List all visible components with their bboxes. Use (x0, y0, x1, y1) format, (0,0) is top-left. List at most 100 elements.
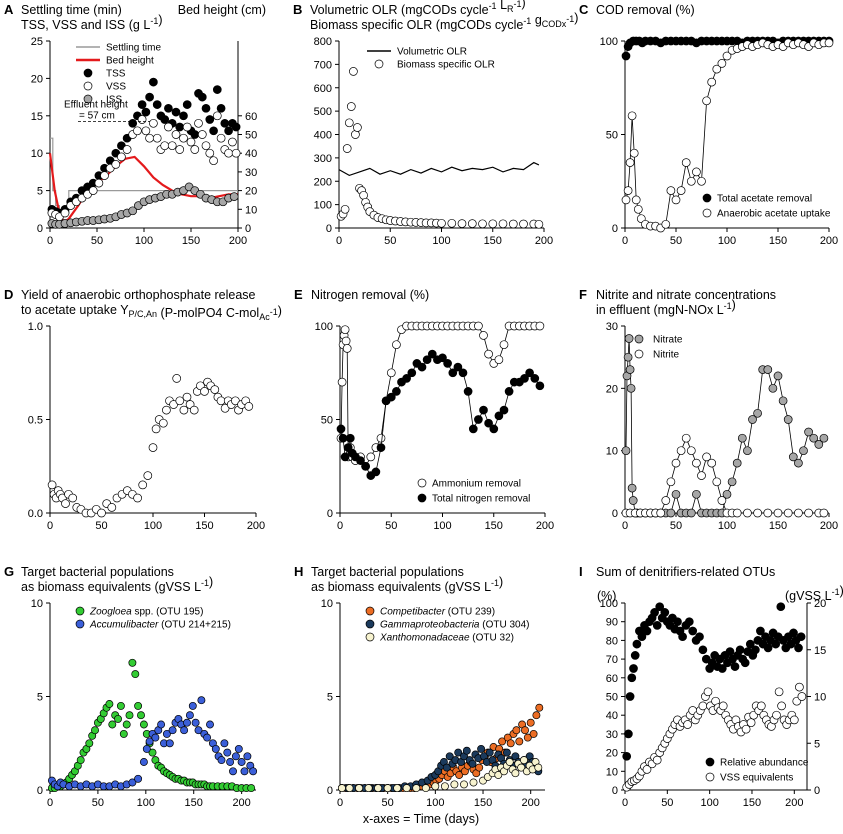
data-point (172, 374, 182, 383)
data-point (628, 496, 638, 505)
data-point (342, 344, 352, 353)
data-point (530, 374, 540, 383)
data-point (494, 771, 503, 779)
x-tick-label: 0 (622, 520, 628, 532)
data-point (681, 158, 691, 167)
data-point (342, 144, 352, 153)
y-tick-label: 20 (606, 383, 618, 395)
data-point (655, 602, 665, 612)
legend-label: TSS (106, 69, 126, 80)
data-point (652, 755, 662, 765)
panel-title: Biomass specific OLR (mgCODs cycle-1 gCO… (310, 11, 578, 32)
data-point (737, 433, 747, 443)
data-point (532, 711, 541, 720)
y-tick-label: 0.5 (28, 415, 43, 427)
data-point (707, 77, 717, 87)
x-tick-label: 200 (247, 520, 265, 532)
x-tick-label: 150 (185, 797, 203, 809)
data-point (686, 508, 696, 518)
y-tick-label: 1.0 (28, 321, 43, 333)
data-point (216, 103, 226, 113)
data-point (200, 387, 209, 396)
data-point (190, 145, 200, 154)
x-tick-label: 200 (535, 235, 553, 247)
data-point (622, 751, 632, 761)
data-point (814, 440, 824, 449)
data-point (688, 626, 698, 636)
x-tick-label: 200 (229, 235, 247, 247)
data-point (778, 396, 788, 406)
legend: Relative abundance VSS equivalents (705, 758, 809, 784)
data-point (376, 443, 386, 452)
data-point (205, 148, 215, 158)
data-point (535, 703, 544, 712)
legend-label: VSS (106, 82, 126, 93)
data-point (116, 701, 125, 710)
y-tick-label: 600 (314, 83, 332, 95)
data-point (453, 362, 463, 372)
data-point (475, 763, 484, 772)
data-point (712, 64, 722, 74)
data-point (437, 218, 446, 228)
legend-label: Settling time (106, 43, 161, 54)
data-point (666, 508, 676, 518)
data-point (223, 748, 232, 757)
data-point (494, 355, 504, 365)
data-point (237, 758, 246, 766)
data-point (212, 111, 222, 121)
data-point (131, 670, 140, 679)
x-tick-label: 200 (785, 797, 803, 809)
series-nitrite (621, 433, 829, 518)
data-point (345, 433, 355, 443)
data-point (137, 115, 147, 124)
data-point (160, 141, 170, 151)
data-point (523, 733, 532, 742)
data-point (460, 780, 468, 789)
x-tick-label: 150 (182, 235, 200, 247)
data-point (462, 746, 471, 755)
data-point (139, 758, 148, 766)
data-point (356, 456, 365, 465)
data-point (340, 204, 350, 214)
x-tick-label: 50 (95, 520, 107, 532)
data-point (338, 433, 348, 443)
legend-marker (417, 493, 427, 503)
x-axis-caption: x-axes = Time (days) (363, 812, 479, 826)
data-point (809, 433, 819, 443)
x-tick-label: 150 (484, 235, 502, 247)
data-point (145, 737, 154, 746)
data-point (477, 744, 486, 753)
data-point (402, 784, 411, 793)
data-point (182, 100, 192, 109)
panel-title: Sum of denitrifiers-related OTUs (596, 565, 775, 579)
legend-label: Xanthomonadaceae (OTU 32) (379, 633, 514, 644)
panel-label: A (4, 2, 14, 17)
panel-title: TSS, VSS and ISS (g L-1) (21, 13, 163, 32)
data-point (167, 141, 177, 151)
data-point (224, 126, 233, 136)
data-point (783, 508, 793, 518)
y-tick-label: 10 (321, 598, 333, 610)
data-point (148, 748, 157, 757)
data-point (498, 737, 507, 746)
data-point (94, 178, 104, 188)
data-point (450, 780, 459, 789)
data-point (149, 77, 158, 87)
data-point (479, 331, 488, 340)
data-point (632, 639, 642, 649)
data-point (145, 133, 154, 143)
data-point (474, 415, 483, 424)
data-point (162, 405, 171, 415)
data-point (529, 729, 538, 738)
data-point (88, 186, 98, 195)
data-point (517, 763, 526, 772)
data-point (671, 458, 681, 468)
data-point (624, 334, 634, 343)
data-point (730, 662, 740, 671)
data-point (366, 452, 376, 462)
data-point (203, 733, 212, 742)
data-point (160, 115, 170, 124)
data-point (773, 508, 783, 518)
legend-label: Relative abundance (720, 758, 809, 769)
series-line (48, 153, 238, 225)
